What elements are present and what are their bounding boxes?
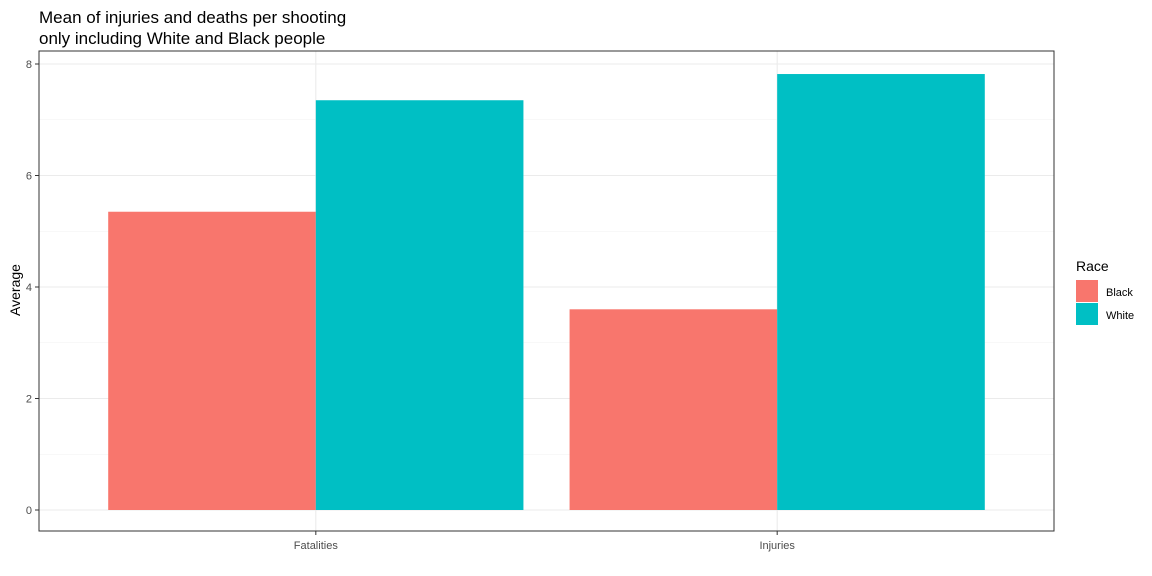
bar-white-injuries xyxy=(777,74,985,510)
bar-white-fatalities xyxy=(315,100,524,511)
legend-key-white xyxy=(1076,303,1098,325)
chart-title-line-1: Mean of injuries and deaths per shooting xyxy=(39,8,347,27)
x-tick-label-injuries: Injuries xyxy=(759,540,795,552)
legend-label-black: Black xyxy=(1106,287,1133,299)
legend-label-white: White xyxy=(1106,310,1134,322)
y-tick-label: 6 xyxy=(26,171,32,183)
bar-black-injuries xyxy=(569,309,778,510)
legend-key-black xyxy=(1076,280,1098,302)
y-axis-title: Average xyxy=(7,264,23,316)
y-tick-label: 0 xyxy=(26,505,32,517)
legend: Race Black White xyxy=(1076,258,1134,325)
chart-title-line-2: only including White and Black people xyxy=(39,29,326,48)
legend-title: Race xyxy=(1076,258,1109,274)
y-tick-label: 4 xyxy=(26,282,32,294)
y-tick-label: 8 xyxy=(26,59,32,71)
x-tick-label-fatalities: Fatalities xyxy=(294,540,339,552)
chart-title: Mean of injuries and deaths per shooting… xyxy=(39,7,346,49)
plot-border xyxy=(38,50,1055,532)
bar-black-fatalities xyxy=(108,211,316,511)
y-tick-label: 2 xyxy=(26,394,32,406)
